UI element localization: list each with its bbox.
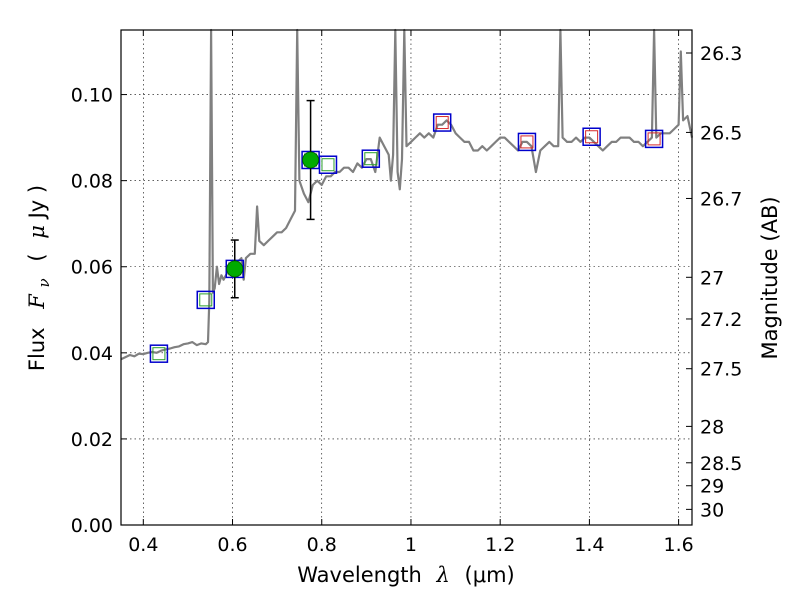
model-box-inner-optical	[152, 347, 166, 361]
x-tick-label: 0.8	[307, 534, 337, 556]
y2-tick-label: 27.5	[700, 359, 742, 381]
model-box-optical	[149, 344, 169, 363]
points-layer	[149, 99, 664, 363]
model-box-ir	[517, 132, 537, 152]
x-tick-label: 1.6	[664, 534, 694, 556]
model-box-inner-ir	[585, 130, 599, 144]
y2-tick-label: 26.5	[700, 122, 742, 144]
model-box-ir	[644, 129, 664, 149]
model-box-optical	[361, 149, 381, 168]
y-tick-label: 0.10	[71, 85, 113, 107]
y2-tick-label: 26.3	[700, 43, 742, 65]
x-tick-label: 0.4	[128, 534, 158, 556]
x-axis-label-symbol: λ	[436, 563, 450, 587]
y2-tick-label: 27.2	[700, 309, 742, 331]
x-tick-label: 0.6	[217, 534, 247, 556]
x-tick-label: 1.4	[574, 534, 604, 556]
x-axis-label: Wavelength λ (μm)	[297, 563, 514, 587]
y-tick-label: 0.02	[71, 429, 113, 451]
y2-tick-label: 28	[700, 416, 724, 438]
y2-tick-label: 27	[700, 267, 724, 289]
model-box-ir	[582, 127, 601, 146]
y-axis-label: Flux F ν ( μ Jy )	[25, 185, 54, 371]
y2-tick-label: 28.5	[700, 453, 742, 475]
y2-axis-label: Magnitude (AB)	[758, 196, 782, 359]
y2-tick-label: 26.7	[700, 188, 742, 210]
sed-model-line	[120, 28, 694, 361]
model-box-inner-optical	[321, 158, 335, 172]
model-box-ir	[432, 113, 452, 132]
y-axis-label-unit-mu: μ	[25, 225, 49, 239]
y-tick-label: 0.08	[71, 171, 113, 193]
sed-layer	[120, 28, 694, 361]
measured-point	[226, 260, 244, 278]
measured-point	[302, 151, 319, 169]
x-tick-label: 1	[405, 534, 417, 556]
y-axis-label-subscript: ν	[35, 278, 53, 287]
y2-tick-label: 30	[700, 499, 724, 521]
y-axis-label-unit-rest: Jy )	[25, 185, 49, 221]
y2-tick-label: 29	[700, 476, 724, 498]
model-box-optical	[318, 155, 338, 174]
model-box-inner-optical	[364, 152, 378, 166]
ticks-layer: 0.4 0.6 0.8 1 1.2 1.4 1.6 0.00 0.02 0.04 0.06 0.08 0…	[71, 30, 742, 556]
x-axis-label-unit: (μm)	[465, 563, 515, 587]
model-box-inner-optical	[199, 293, 213, 307]
model-box-inner-ir	[647, 132, 661, 146]
x-tick-label: 1.2	[485, 534, 515, 556]
y-tick-label: 0.04	[71, 343, 113, 365]
model-box-optical	[196, 290, 216, 310]
y-tick-label: 0.06	[71, 257, 113, 279]
model-box-inner-ir	[520, 135, 534, 149]
y-axis-label-unit-open: (	[25, 253, 49, 261]
model-box-inner-ir	[435, 116, 449, 130]
y-tick-label: 0.00	[71, 515, 113, 537]
y-axis-label-prefix: Flux	[25, 327, 49, 371]
y-axis-label-symbol: F	[25, 293, 49, 310]
x-axis-label-prefix: Wavelength	[297, 563, 422, 587]
